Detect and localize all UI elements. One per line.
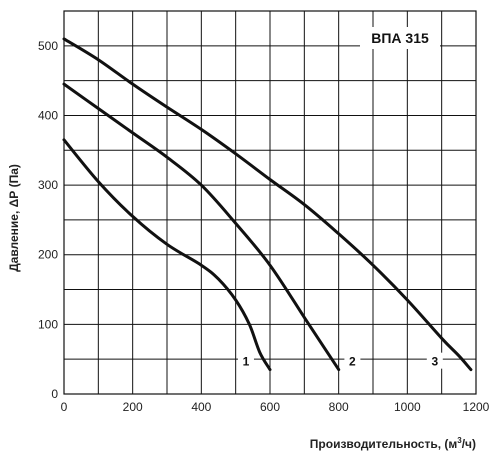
x-tick-labels: 0 200 400 600 800 1000 1200 — [61, 400, 490, 414]
series-label-bg — [344, 352, 361, 369]
y-tick-label: 0 — [51, 387, 58, 401]
series-curves — [62, 37, 473, 372]
x-axis-label-main: Производительность, (м — [310, 437, 458, 451]
x-tick-label: 800 — [329, 400, 349, 414]
x-tick-label: 600 — [260, 400, 280, 414]
chart-title: ВПА 315 — [371, 30, 429, 46]
y-axis-label: Давление, ΔР (Па) — [7, 164, 21, 272]
y-tick-label: 100 — [38, 317, 58, 331]
x-axis-label-end: /ч) — [462, 437, 476, 451]
series-label-bg — [237, 352, 254, 369]
series-line-2 — [62, 82, 341, 372]
series-labels: 1 2 3 — [237, 352, 443, 369]
x-tick-label: 200 — [123, 400, 143, 414]
x-tick-label: 0 — [61, 400, 68, 414]
y-tick-label: 500 — [38, 39, 58, 53]
y-tick-labels: 0 100 200 300 400 500 — [38, 39, 58, 401]
y-tick-label: 400 — [38, 108, 58, 122]
series-line-3 — [62, 37, 473, 372]
series-label-bg — [426, 352, 443, 369]
y-tick-label: 200 — [38, 248, 58, 262]
x-tick-label: 400 — [191, 400, 211, 414]
title-box — [360, 27, 440, 49]
x-tick-label: 1000 — [394, 400, 421, 414]
grid — [63, 10, 477, 395]
series-label-3: 3 — [431, 355, 438, 369]
x-tick-label: 1200 — [463, 400, 490, 414]
y-tick-label: 300 — [38, 178, 58, 192]
series-label-2: 2 — [349, 355, 356, 369]
series-label-1: 1 — [243, 355, 250, 369]
x-axis-label-sup: 3 — [457, 436, 462, 445]
x-axis-label: Производительность, (м3/ч) — [310, 436, 476, 451]
series-line-1 — [62, 138, 272, 372]
